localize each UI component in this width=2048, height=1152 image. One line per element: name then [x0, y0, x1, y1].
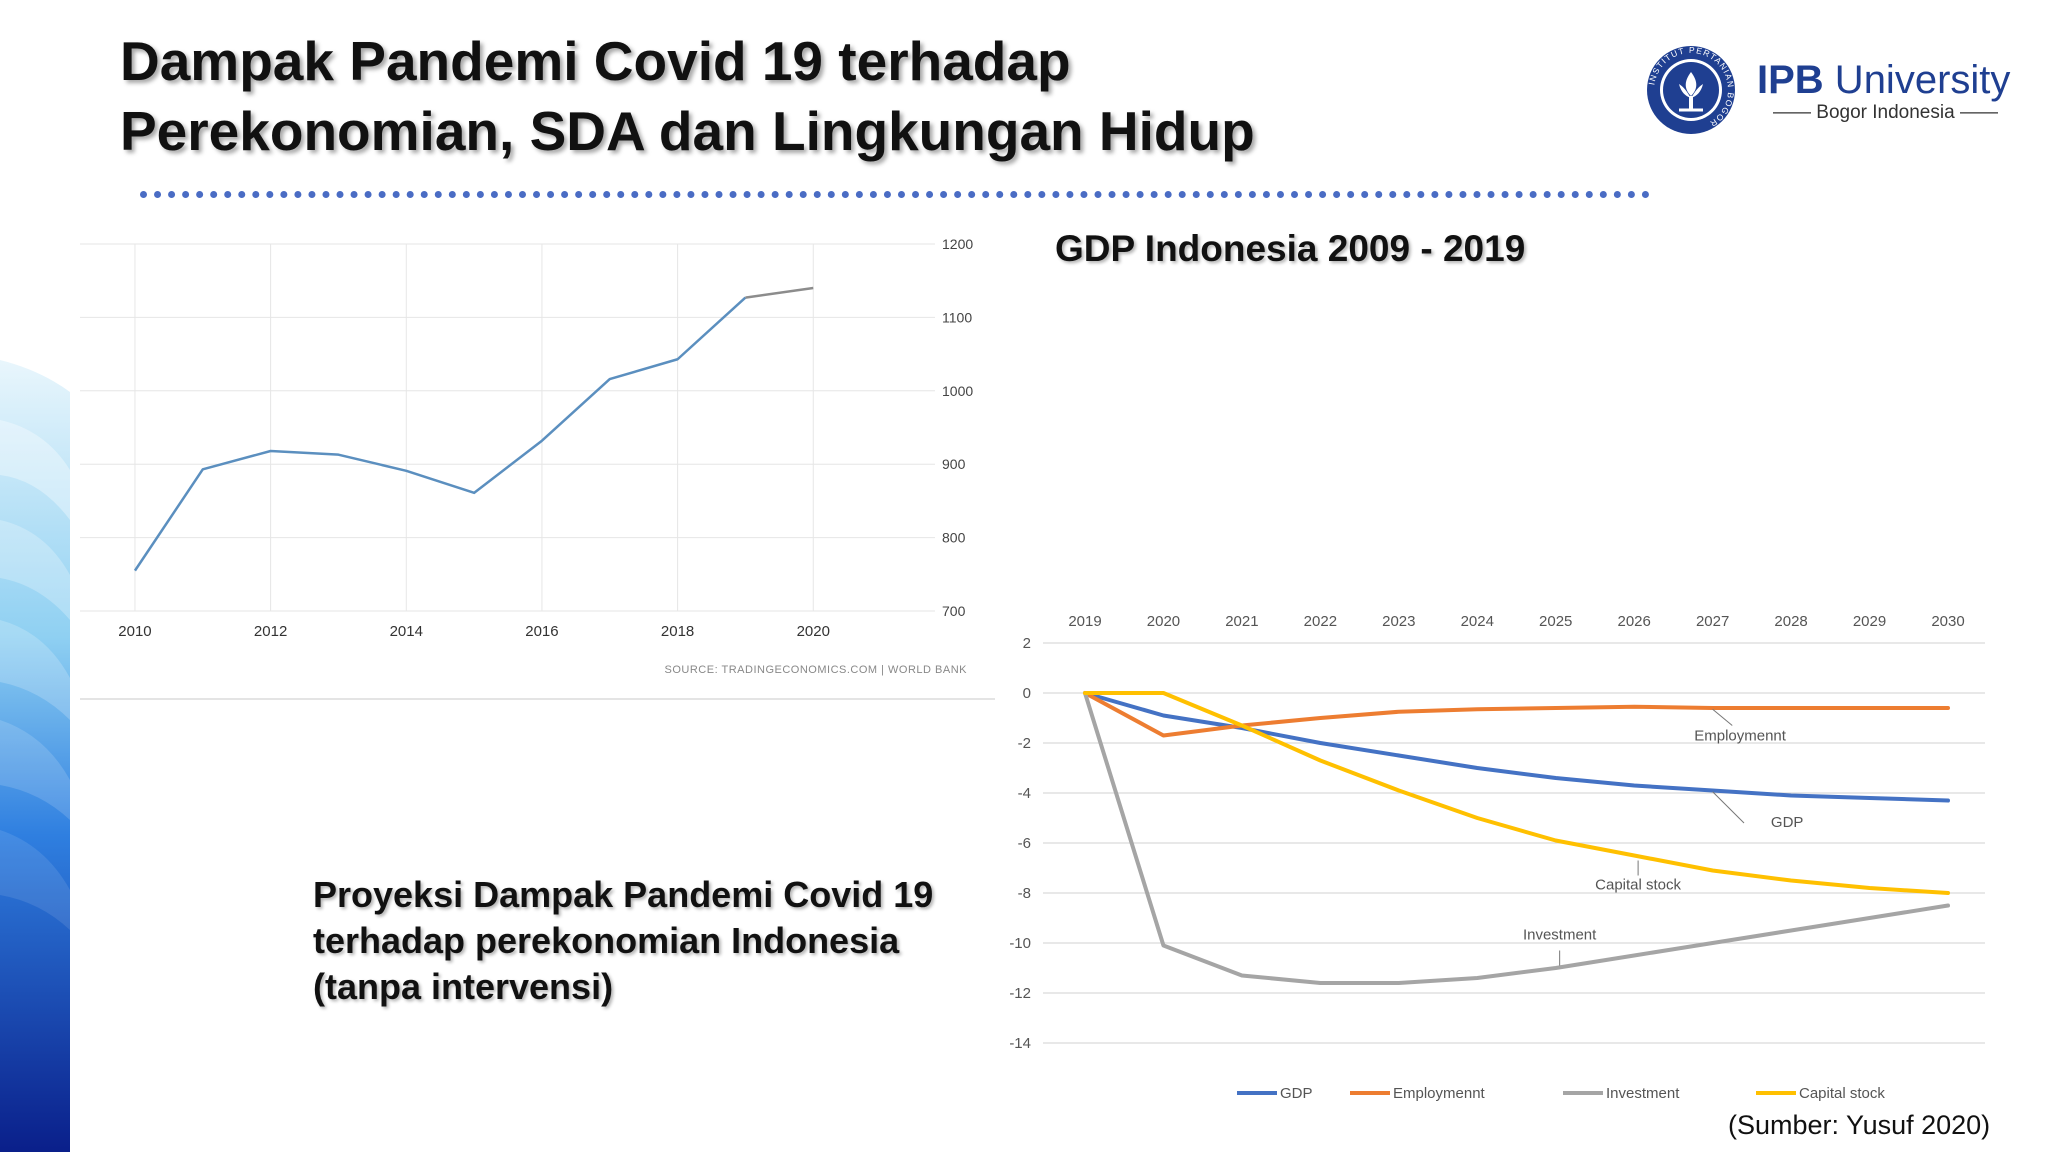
chart2-y-tick-label: -12 [1009, 985, 1031, 1002]
chart2-annotation-leader [1712, 791, 1745, 824]
chart2-series-line-investment [1083, 691, 1950, 985]
left-decorative-band [0, 0, 70, 1152]
source-note: (Sumber: Yusuf 2020) [1728, 1110, 1991, 1140]
chart2-series-line-capital-stock [1083, 691, 1950, 895]
chart1-y-tick-label: 1100 [942, 309, 972, 325]
slide-title-line-1: Dampak Pandemi Covid 19 terhadap [120, 30, 1071, 92]
logo-name-rest: University [1823, 58, 2011, 102]
chart1-y-tick-label: 1000 [942, 383, 973, 399]
chart2-annotation-label: Capital stock [1595, 876, 1681, 893]
chart2-x-tick-label: 2020 [1147, 613, 1180, 630]
chart2-legend-label: Capital stock [1799, 1085, 1885, 1102]
logo-name: IPB University [1757, 58, 2010, 102]
chart2-annotation-label: GDP [1771, 814, 1804, 831]
chart1-source-label: SOURCE: TRADINGECONOMICS.COM | WORLD BAN… [665, 664, 968, 676]
slide-title: Dampak Pandemi Covid 19 terhadap Perekon… [120, 26, 1255, 166]
logo-sub-dash-right: —— [1954, 102, 1998, 123]
gdp-indonesia-line-chart: 700 800 900 1000 1100 1200 2010 2012 2014 2016 201… [80, 236, 995, 700]
chart2-x-tick-label: 2029 [1853, 613, 1886, 630]
chart2-x-tick-label: 2019 [1068, 613, 1101, 630]
chart2-x-tick-label: 2022 [1304, 613, 1337, 630]
chart1-gdp-series-forecast-segment [745, 286, 814, 299]
chart2-x-tick-label: 2023 [1382, 613, 1415, 630]
chart2-y-tick-label: -4 [1018, 785, 1031, 802]
logo-name-bold: IPB [1757, 58, 1824, 102]
chart2-y-tick-label: -2 [1018, 735, 1031, 752]
chart1-y-tick-label: 900 [942, 456, 966, 472]
chart1-y-tick-label: 700 [942, 603, 966, 619]
ipb-seal-icon: INSTITUT PERTANIAN BOGOR [1646, 45, 1735, 134]
chart1-x-tick-label: 2012 [254, 623, 287, 640]
chart2-y-tick-label: 2 [1023, 635, 1031, 652]
chart2-annotation-label: Employmennt [1694, 728, 1787, 745]
chart2-x-tick-label: 2030 [1931, 613, 1964, 630]
chart2-y-tick-label: -10 [1009, 935, 1031, 952]
chart2-x-tick-label: 2027 [1696, 613, 1729, 630]
chart2-legend-label: Employmennt [1393, 1085, 1486, 1102]
wave-pattern [0, 360, 70, 1152]
chart2-y-tick-label: -14 [1009, 1035, 1031, 1052]
chart1-x-tick-label: 2020 [797, 623, 830, 640]
chart2-annotation-leader [1712, 708, 1733, 726]
gdp-chart-heading: GDP Indonesia 2009 - 2019 [1055, 228, 1526, 269]
chart1-x-tick-label: 2016 [525, 623, 558, 640]
chart2-x-tick-label: 2021 [1225, 613, 1258, 630]
slide-title-line-2: Perekonomian, SDA dan Lingkungan Hidup [120, 100, 1255, 162]
chart2-y-tick-label: -8 [1018, 885, 1031, 902]
logo-sub-dash-left: —— [1773, 102, 1817, 123]
ipb-logo: INSTITUT PERTANIAN BOGOR IPB University … [1645, 44, 2015, 144]
chart2-x-tick-label: 2028 [1774, 613, 1807, 630]
title-dotted-divider [140, 191, 1650, 198]
chart2-legend-label: GDP [1280, 1085, 1313, 1102]
projection-caption: Proyeksi Dampak Pandemi Covid 19 terhada… [313, 874, 934, 1007]
chart2-x-tick-label: 2025 [1539, 613, 1572, 630]
logo-subtitle: —— Bogor Indonesia —— [1773, 102, 1998, 124]
covid-impact-projection-chart: 2019 2020 2021 2022 2023 2024 2025 2026 2027 2028… [1009, 613, 1985, 1102]
chart2-y-tick-label: 0 [1023, 685, 1031, 702]
logo-sub-text: Bogor Indonesia [1816, 102, 1955, 123]
chart2-y-tick-label: -6 [1018, 835, 1031, 852]
chart2-annotation-label: Investment [1523, 926, 1597, 943]
chart1-x-tick-label: 2018 [661, 623, 694, 640]
chart2-x-tick-label: 2024 [1461, 613, 1494, 630]
chart1-y-tick-label: 1200 [942, 236, 973, 252]
chart2-series-line-employmennt [1083, 691, 1950, 738]
chart1-gdp-series-line [133, 296, 747, 572]
chart1-x-tick-label: 2010 [118, 623, 151, 640]
chart2-legend-label: Investment [1606, 1085, 1680, 1102]
chart1-x-tick-label: 2014 [390, 623, 423, 640]
chart1-y-tick-label: 800 [942, 530, 966, 546]
chart2-x-tick-label: 2026 [1617, 613, 1650, 630]
